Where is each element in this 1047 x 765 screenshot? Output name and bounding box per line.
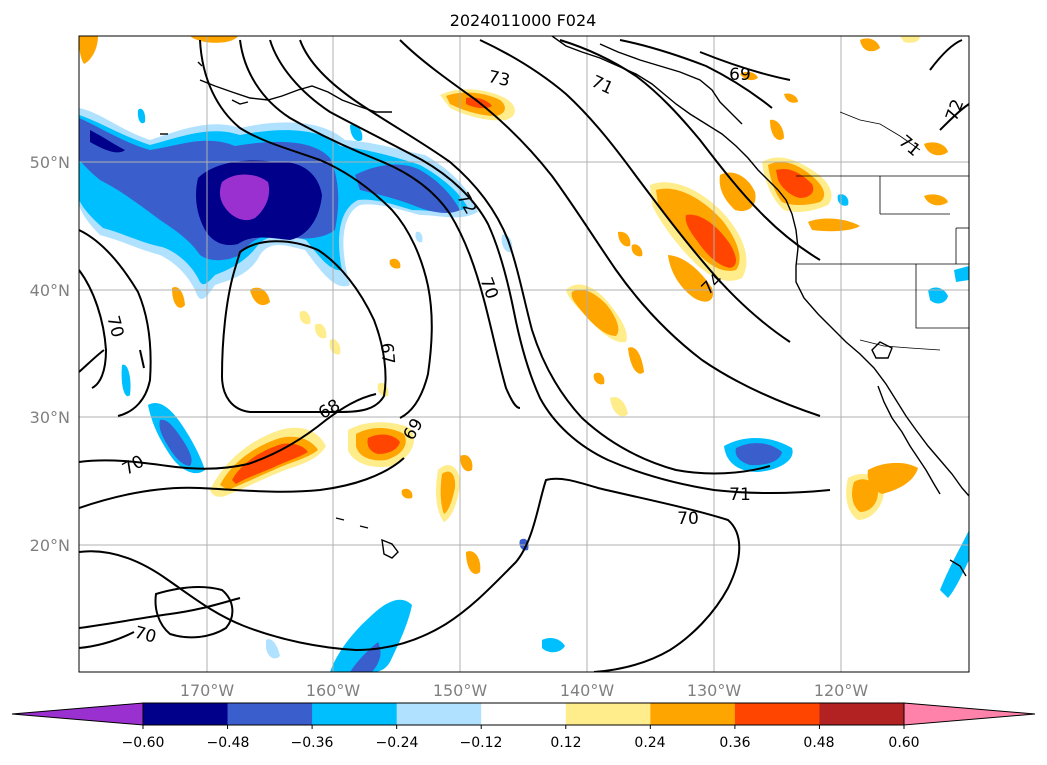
contour-label-67: 67 — [376, 342, 398, 365]
lon-label-140w: 140°W — [560, 681, 615, 700]
longitude-labels: 170°W 160°W 150°W 140°W 130°W 120°W — [180, 681, 869, 700]
borders — [796, 111, 969, 351]
lon-label-120w: 120°W — [814, 681, 869, 700]
colorbar-box — [227, 703, 313, 725]
colorbar-box — [819, 703, 905, 725]
contour-label-69-top: 69 — [729, 65, 751, 85]
colorbar-extend-high — [903, 702, 1036, 726]
colorbar-box — [481, 703, 567, 725]
colorbar-extend-low — [11, 702, 144, 726]
plot-frame — [78, 35, 970, 673]
colorbar-boxes — [143, 703, 905, 725]
colorbar-label-neg036: −0.36 — [291, 735, 334, 751]
colorbar: −0.60 −0.48 −0.36 −0.24 −0.12 0.12 0.24 … — [11, 702, 1036, 751]
colorbar-label-neg048: −0.48 — [207, 735, 250, 751]
lat-label-20n: 20°N — [30, 536, 70, 555]
colorbar-label-060: 0.60 — [888, 735, 919, 751]
lon-label-150w: 150°W — [433, 681, 488, 700]
colorbar-box — [565, 703, 651, 725]
colorbar-box — [396, 703, 482, 725]
lat-label-30n: 30°N — [30, 408, 70, 427]
colorbar-label-neg024: −0.24 — [376, 735, 419, 751]
contour-label-73: 73 — [486, 67, 511, 91]
contour-lines — [79, 39, 969, 672]
colorbar-ticks — [142, 725, 905, 729]
colorbar-box — [734, 703, 820, 725]
negative-anomaly-small — [121, 108, 969, 672]
coastlines — [160, 36, 969, 577]
map-title: 2024011000 F024 — [450, 11, 597, 30]
colorbar-label-036: 0.36 — [719, 735, 750, 751]
plot-area: 73 71 69 72 72 71 70 67 68 69 70 70 71 7… — [79, 36, 969, 672]
lon-label-170w: 170°W — [180, 681, 235, 700]
colorbar-label-neg012: −0.12 — [460, 735, 503, 751]
positive-anomaly-regions — [79, 36, 948, 574]
colorbar-label-024: 0.24 — [634, 735, 665, 751]
colorbar-box — [312, 703, 398, 725]
colorbar-label-012: 0.12 — [550, 735, 581, 751]
graticule — [79, 36, 969, 672]
contour-label-70-bottom: 70 — [677, 509, 699, 529]
lat-label-50n: 50°N — [30, 153, 70, 172]
latitude-labels: 50°N 40°N 30°N 20°N — [30, 153, 70, 555]
colorbar-label-048: 0.48 — [803, 735, 834, 751]
colorbar-outline — [142, 702, 905, 726]
lon-label-130w: 130°W — [687, 681, 742, 700]
lon-label-160w: 160°W — [306, 681, 361, 700]
colorbar-label-neg060: −0.60 — [122, 735, 165, 751]
contour-label-71-bottom: 71 — [729, 485, 751, 505]
lat-label-40n: 40°N — [30, 281, 70, 300]
colorbar-box — [650, 703, 736, 725]
colorbar-box — [143, 703, 229, 725]
